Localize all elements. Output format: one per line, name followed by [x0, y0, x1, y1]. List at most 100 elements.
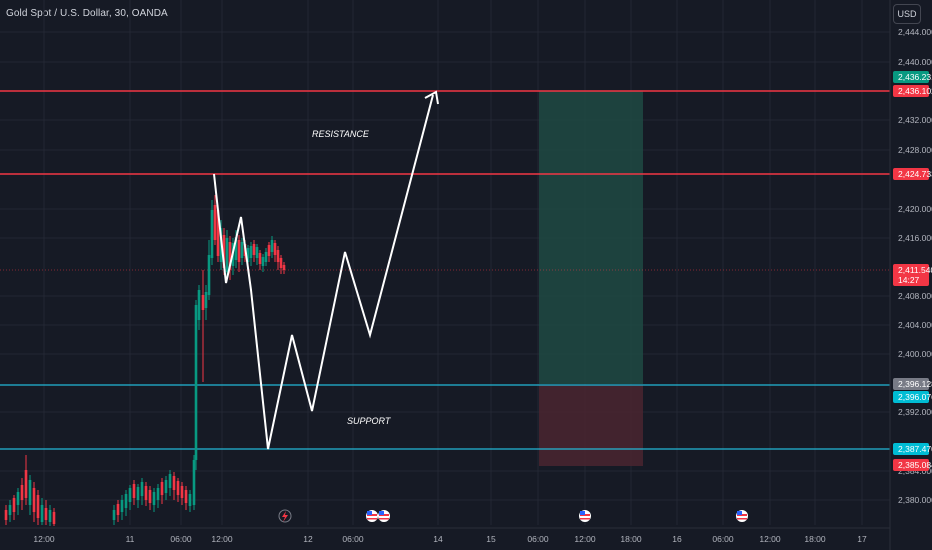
candle-body	[234, 237, 238, 260]
candle-body	[240, 242, 244, 258]
price-tag-label: 2,436.102	[898, 86, 932, 96]
candle-body	[267, 245, 271, 256]
candle-body	[152, 492, 156, 505]
price-tag-label: 2,424.733	[898, 169, 932, 179]
us-flag-icon[interactable]	[579, 510, 591, 522]
candle-body	[16, 492, 20, 505]
resistance-label: RESISTANCE	[312, 129, 370, 139]
candle-body	[237, 240, 241, 262]
price-tag-label: 2,387.470	[898, 444, 932, 454]
candle-body	[222, 235, 226, 268]
time-tick-label: 12:00	[33, 534, 55, 544]
time-tick-label: 14	[433, 534, 443, 544]
price-tick-label: 2,444.000	[898, 27, 932, 37]
candle-body	[128, 488, 132, 502]
candle-body	[213, 205, 217, 240]
price-tick-label: 2,404.000	[898, 320, 932, 330]
candle-body	[144, 486, 148, 500]
candle-body	[20, 485, 24, 500]
candle-body	[184, 490, 188, 503]
candle-body	[12, 498, 16, 512]
candle-body	[148, 490, 152, 503]
time-axis[interactable]: 12:00 11 06:00 12:00 12 06:00 14 15 06:00 12:00 18…	[33, 534, 867, 544]
candle-body	[258, 253, 262, 264]
time-tick-label: 06:00	[712, 534, 734, 544]
time-tick-label: 15	[486, 534, 496, 544]
price-tag	[893, 443, 929, 455]
candle-body	[279, 258, 283, 268]
candle-body	[207, 255, 211, 295]
candle-body	[132, 484, 136, 498]
candle-body	[252, 244, 256, 255]
time-tick-label: 06:00	[527, 534, 549, 544]
projection-path[interactable]	[213, 94, 434, 450]
candle-body	[168, 474, 172, 488]
candle-body	[24, 470, 28, 498]
candle-body	[8, 505, 12, 515]
time-tick-label: 06:00	[170, 534, 192, 544]
candle-body	[270, 240, 274, 252]
candle-body	[201, 295, 205, 310]
candle-body	[225, 238, 229, 272]
candle-body	[156, 488, 160, 500]
candle-body	[249, 246, 253, 258]
price-tick-label: 2,440.000	[898, 57, 932, 67]
price-tick-label: 2,416.000	[898, 233, 932, 243]
candle-body	[120, 500, 124, 512]
candlestick-series	[4, 195, 286, 526]
stop-zone[interactable]	[539, 385, 643, 466]
candle-body	[255, 247, 259, 258]
price-tag	[893, 378, 929, 390]
time-tick-label: 17	[857, 534, 867, 544]
candle-body	[52, 512, 56, 524]
price-tick-label: 2,428.000	[898, 145, 932, 155]
price-tag	[893, 459, 929, 471]
candle-body	[282, 265, 286, 270]
candle-body	[136, 487, 140, 500]
time-tick-label: 18:00	[804, 534, 826, 544]
time-tick-label: 18:00	[620, 534, 642, 544]
time-tick-label: 12:00	[574, 534, 596, 544]
price-tick-label: 2,380.000	[898, 495, 932, 505]
candle-body	[197, 290, 201, 320]
us-flag-icon[interactable]	[736, 510, 748, 522]
projection-arrowhead	[424, 90, 439, 105]
candle-body	[264, 252, 268, 262]
candle-body	[160, 482, 164, 495]
price-tag-label: 2,411.540	[898, 265, 932, 275]
target-zone[interactable]	[539, 91, 643, 384]
price-tag-label: 2,396.076	[898, 392, 932, 402]
time-tick-label: 12:00	[759, 534, 781, 544]
lightning-icon[interactable]	[278, 509, 292, 523]
time-tick-label: 12	[303, 534, 313, 544]
candle-body	[164, 480, 168, 493]
candle-body	[180, 486, 184, 498]
candle-body	[273, 243, 277, 255]
candle-body	[48, 510, 52, 522]
candle-body	[112, 510, 116, 520]
candle-body	[261, 257, 265, 266]
price-tag-label: 2,436.231	[898, 72, 932, 82]
price-tag	[893, 391, 929, 403]
us-flag-icon[interactable]	[366, 510, 378, 522]
candle-body	[28, 480, 32, 505]
price-tag-label: 2,385.084	[898, 460, 932, 470]
support-label: SUPPORT	[347, 416, 392, 426]
candle-body	[4, 510, 8, 520]
time-tick-label: 11	[126, 534, 135, 544]
time-tick-label: 16	[672, 534, 682, 544]
candle-body	[140, 482, 144, 496]
price-tick-label: 2,400.000	[898, 349, 932, 359]
candle-body	[204, 292, 208, 308]
us-flag-icon[interactable]	[378, 510, 390, 522]
candle-body	[192, 460, 196, 505]
countdown-label: 14:27	[898, 275, 920, 285]
currency-button[interactable]: USD	[893, 4, 921, 24]
price-tags: 2,436.231 2,436.102 2,424.733 2,411.54014:2…	[893, 71, 932, 471]
candle-body	[40, 505, 44, 522]
time-tick-label: 12:00	[211, 534, 233, 544]
candle-body	[176, 481, 180, 495]
price-tag	[893, 71, 929, 83]
price-tag	[893, 264, 929, 286]
